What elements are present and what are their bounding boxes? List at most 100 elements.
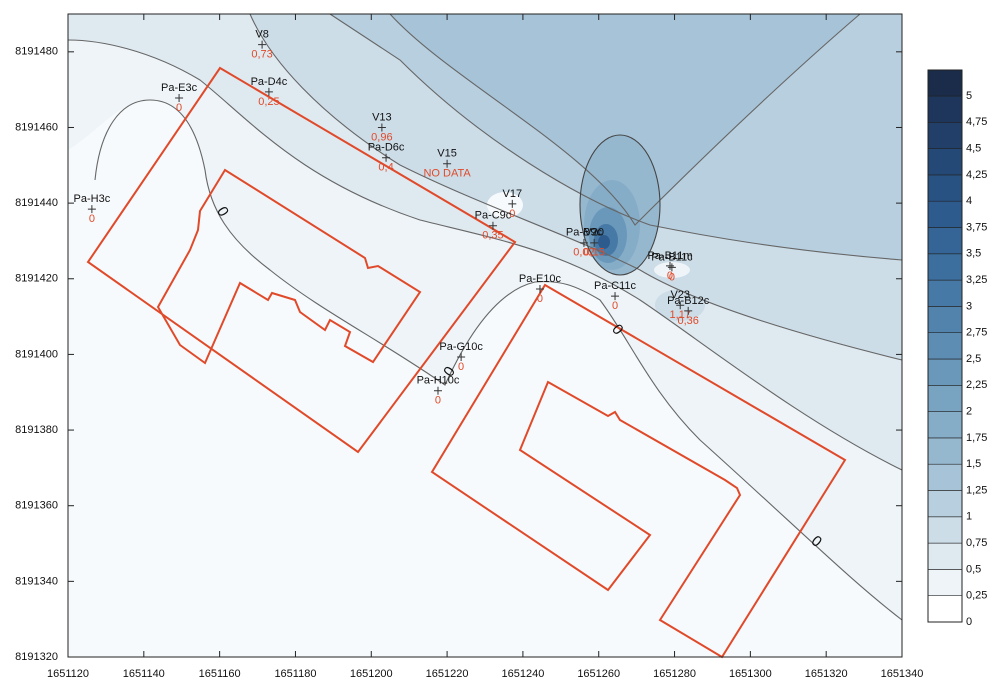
y-tick-label: 8191460 bbox=[15, 121, 58, 133]
x-tick-label: 1651340 bbox=[881, 668, 924, 680]
sample-marker bbox=[264, 87, 273, 96]
sample-name: V20 bbox=[584, 227, 604, 239]
sample-value: 0 bbox=[176, 102, 182, 114]
contour-line bbox=[579, 134, 661, 276]
sample-marker bbox=[382, 153, 391, 162]
sample-value: 0,96 bbox=[371, 131, 392, 143]
colorbar-label: 2,25 bbox=[966, 379, 987, 391]
colorbar-label: 4,25 bbox=[966, 169, 987, 181]
sample-value: 0,25 bbox=[258, 96, 279, 108]
colorbar-swatch bbox=[927, 490, 963, 518]
sample-value: NO DATA bbox=[423, 168, 471, 180]
colorbar-swatch bbox=[927, 306, 963, 333]
sample-marker bbox=[433, 386, 442, 395]
x-tick-label: 1651240 bbox=[501, 668, 544, 680]
sample-name: Pa-D6c bbox=[368, 142, 405, 154]
y-tick-label: 8191380 bbox=[15, 424, 58, 436]
sample-value: 0,15 bbox=[583, 247, 604, 259]
sample-marker bbox=[508, 199, 517, 208]
colorbar-swatch bbox=[927, 279, 963, 307]
colorbar-swatch bbox=[927, 595, 963, 623]
sample-name: Pa-H10c bbox=[417, 375, 460, 387]
colorbar-label: 2,75 bbox=[966, 327, 987, 339]
colorbar-label: 4 bbox=[966, 195, 972, 207]
y-tick-label: 8191320 bbox=[15, 651, 58, 663]
sample-marker bbox=[590, 238, 599, 247]
building bbox=[430, 283, 847, 659]
sample-value: 0,4 bbox=[378, 162, 393, 174]
sample-name: Pa-C11c bbox=[594, 280, 636, 292]
x-tick-label: 1651320 bbox=[805, 668, 848, 680]
sample-value: 0 bbox=[667, 270, 673, 282]
buildings bbox=[86, 66, 847, 659]
colorbar-label: 0,75 bbox=[966, 537, 987, 549]
colorbar-label: 5 bbox=[966, 90, 972, 102]
colorbar-swatch bbox=[927, 148, 963, 176]
colorbar-label: 2,5 bbox=[966, 353, 981, 365]
sample-name: Pa-E10c bbox=[519, 273, 562, 285]
colorbar-label: 0,25 bbox=[966, 590, 987, 602]
y-tick-label: 8191400 bbox=[15, 348, 58, 360]
y-tick-label: 8191440 bbox=[15, 197, 58, 209]
colorbar-label: 0,5 bbox=[966, 563, 981, 575]
y-tick-label: 8191420 bbox=[15, 273, 58, 285]
sample-value: 0,36 bbox=[677, 315, 698, 327]
sample-value: 1,17 bbox=[670, 309, 691, 321]
sample-value: 0 bbox=[537, 293, 543, 305]
colorbar-swatch bbox=[927, 69, 963, 97]
colorbar-swatch bbox=[927, 227, 963, 255]
colorbar-label: 1,5 bbox=[966, 458, 981, 470]
sample-name: Pa-B11m bbox=[647, 250, 692, 262]
colorbar-swatch bbox=[927, 463, 963, 491]
sample-marker bbox=[377, 123, 386, 132]
y-tick-label: 8191360 bbox=[15, 500, 58, 512]
colorbar-swatch bbox=[927, 253, 963, 281]
sample-name: Pa-D4c bbox=[251, 76, 288, 88]
colorbar-swatch bbox=[927, 95, 963, 123]
sample-name: Pa-E3c bbox=[161, 82, 198, 94]
sample-value: 0,02 bbox=[573, 247, 594, 259]
colorbar-swatch bbox=[927, 332, 963, 360]
sample-marker bbox=[579, 238, 588, 247]
level-band bbox=[390, 14, 860, 225]
sample-marker bbox=[258, 40, 267, 49]
x-tick-label: 1651300 bbox=[729, 668, 772, 680]
colorbar-swatch bbox=[927, 174, 963, 202]
sample-marker bbox=[665, 261, 674, 270]
y-tick-label: 8191340 bbox=[15, 575, 58, 587]
colorbar-swatch bbox=[927, 200, 963, 228]
sample-name: Pa-B12c bbox=[667, 295, 710, 307]
sample-value: 0 bbox=[89, 213, 95, 225]
colorbar-swatch bbox=[927, 542, 963, 570]
x-tick-label: 1651260 bbox=[577, 668, 620, 680]
contour-line bbox=[67, 39, 903, 471]
colorbar-frame bbox=[927, 69, 963, 623]
sample-marker bbox=[667, 263, 676, 272]
sample-name: Pa-G10c bbox=[439, 341, 483, 353]
sample-marker bbox=[87, 205, 96, 214]
x-tick-label: 1651200 bbox=[350, 668, 393, 680]
sample-marker bbox=[175, 93, 184, 102]
sample-name: Pa-B9c bbox=[566, 227, 603, 239]
colorbar-swatch bbox=[927, 411, 963, 439]
sample-name: Pa-C9c bbox=[475, 210, 512, 222]
sample-marker bbox=[488, 221, 497, 230]
sample-name: V17 bbox=[503, 188, 523, 200]
level-band bbox=[598, 235, 610, 249]
sample-value: 0,35 bbox=[482, 230, 503, 242]
sample-marker bbox=[684, 306, 693, 315]
sample-name: Pa-H3c bbox=[74, 193, 111, 205]
colorbar-label: 2 bbox=[966, 406, 972, 418]
x-tick-label: 1651160 bbox=[199, 668, 241, 680]
sample-name: V23 bbox=[670, 289, 690, 301]
colorbar-label: 0 bbox=[966, 616, 972, 628]
colorbar-swatch bbox=[927, 122, 963, 149]
colorbar-swatch bbox=[927, 437, 963, 465]
contour-lines bbox=[67, 13, 903, 621]
sample-value: 0 bbox=[435, 395, 441, 407]
sample-name: V13 bbox=[372, 111, 392, 123]
building bbox=[86, 66, 517, 454]
colorbar-label: 3,75 bbox=[966, 221, 987, 233]
colorbar-swatch bbox=[927, 384, 963, 412]
